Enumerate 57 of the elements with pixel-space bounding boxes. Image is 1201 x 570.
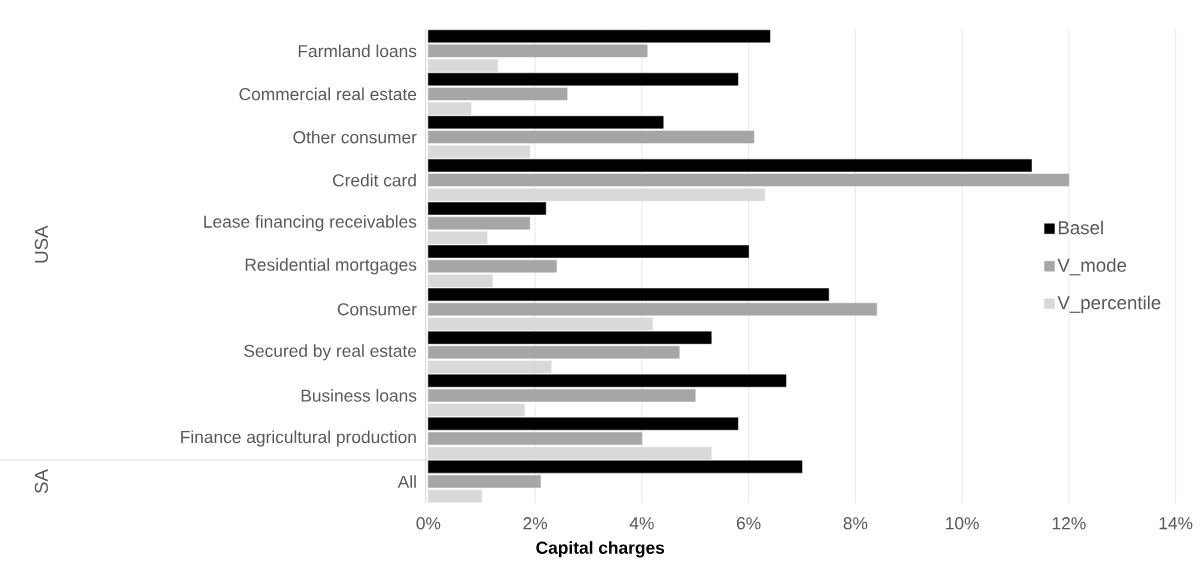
y-tick-label: Consumer — [337, 303, 417, 316]
bar — [428, 130, 755, 144]
bar — [428, 490, 483, 503]
y-tick-label: Finance agricultural production — [181, 430, 416, 447]
x-axis-title: Capital charges — [536, 541, 665, 558]
x-tick-label: 2% — [523, 517, 548, 530]
x-tick-label: 12% — [1052, 517, 1086, 530]
y-tick-label: Residential mortgages — [245, 258, 417, 275]
bar — [428, 260, 557, 273]
x-tick-label: 14% — [1159, 517, 1193, 530]
bar — [428, 374, 787, 388]
bar — [428, 475, 541, 488]
bar — [428, 116, 664, 129]
bar — [428, 303, 877, 316]
bar — [428, 216, 531, 230]
bar — [428, 159, 1032, 172]
y-tick-label: Secured by real estate — [244, 344, 417, 361]
bar — [428, 231, 488, 245]
bar — [428, 73, 739, 86]
text: SA — [34, 469, 48, 494]
y-tick-label: Other consumer — [293, 130, 417, 144]
y-tick-label: Business loans — [301, 389, 417, 402]
y-tick-label: Credit card — [333, 173, 416, 187]
text: USA — [34, 225, 48, 263]
bar — [428, 173, 1070, 187]
x-tick-label: 4% — [629, 517, 654, 530]
bar — [428, 331, 712, 345]
bar — [428, 360, 552, 374]
bar — [428, 288, 829, 301]
bar — [428, 346, 680, 359]
x-tick-label: 8% — [843, 517, 868, 530]
bar — [428, 44, 648, 58]
bar — [428, 274, 493, 288]
bar — [428, 202, 547, 215]
bar — [428, 188, 765, 202]
bar — [428, 403, 525, 417]
bar — [428, 389, 696, 402]
y-tick-label: Farmland loans — [298, 44, 417, 58]
bar — [428, 432, 643, 445]
bar — [428, 145, 531, 159]
bar — [428, 417, 739, 431]
bar — [428, 87, 568, 101]
bar — [428, 317, 653, 331]
bar — [428, 460, 803, 474]
bar — [428, 245, 749, 258]
x-tick-label: 0% — [416, 517, 441, 530]
y-tick-label: Commercial real estate — [239, 87, 417, 101]
legend-label: V_mode — [1057, 258, 1127, 276]
y-tick-label: Lease financing receivables — [204, 215, 417, 232]
legend-label: V_percentile — [1057, 295, 1161, 314]
bar — [428, 102, 472, 115]
y-tick-label: All — [397, 475, 416, 488]
bar — [428, 59, 499, 72]
x-tick-label: 6% — [736, 517, 761, 530]
legend-label: Basel — [1058, 220, 1103, 235]
x-tick-label: 10% — [946, 517, 979, 530]
bar — [428, 30, 771, 43]
